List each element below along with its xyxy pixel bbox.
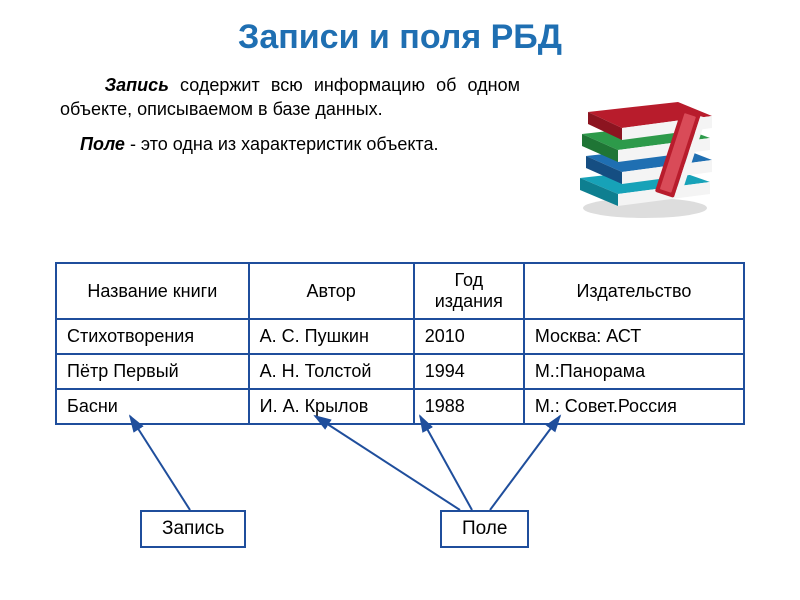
- table-header-row: Название книги Автор Год издания Издател…: [56, 263, 744, 319]
- cell: И. А. Крылов: [249, 389, 414, 424]
- cell: Пётр Первый: [56, 354, 249, 389]
- paragraph-field: Поле - это одна из характеристик объекта…: [60, 132, 520, 156]
- table-row: Басни И. А. Крылов 1988 М.: Совет.Россия: [56, 389, 744, 424]
- col-publisher: Издательство: [524, 263, 744, 319]
- cell: А. Н. Толстой: [249, 354, 414, 389]
- emph-field: Поле: [80, 134, 125, 154]
- label-field: Поле: [440, 510, 529, 548]
- col-year: Год издания: [414, 263, 524, 319]
- cell: Стихотворения: [56, 319, 249, 354]
- books-table: Название книги Автор Год издания Издател…: [55, 262, 745, 425]
- cell: 2010: [414, 319, 524, 354]
- page-title: Записи и поля РБД: [0, 0, 800, 57]
- col-title: Название книги: [56, 263, 249, 319]
- cell: Басни: [56, 389, 249, 424]
- cell: А. С. Пушкин: [249, 319, 414, 354]
- paragraph-record: Запись содержит всю информацию об одном …: [60, 73, 520, 122]
- cell: Москва: АСТ: [524, 319, 744, 354]
- books-illustration: [560, 60, 730, 225]
- table-row: Пётр Первый А. Н. Толстой 1994 М.:Панора…: [56, 354, 744, 389]
- text-field: - это одна из характеристик объекта.: [125, 134, 439, 154]
- emph-record: Запись: [105, 75, 169, 95]
- col-author: Автор: [249, 263, 414, 319]
- cell: М.: Совет.Россия: [524, 389, 744, 424]
- label-record: Запись: [140, 510, 246, 548]
- cell: 1994: [414, 354, 524, 389]
- table-row: Стихотворения А. С. Пушкин 2010 Москва: …: [56, 319, 744, 354]
- cell: М.:Панорама: [524, 354, 744, 389]
- cell: 1988: [414, 389, 524, 424]
